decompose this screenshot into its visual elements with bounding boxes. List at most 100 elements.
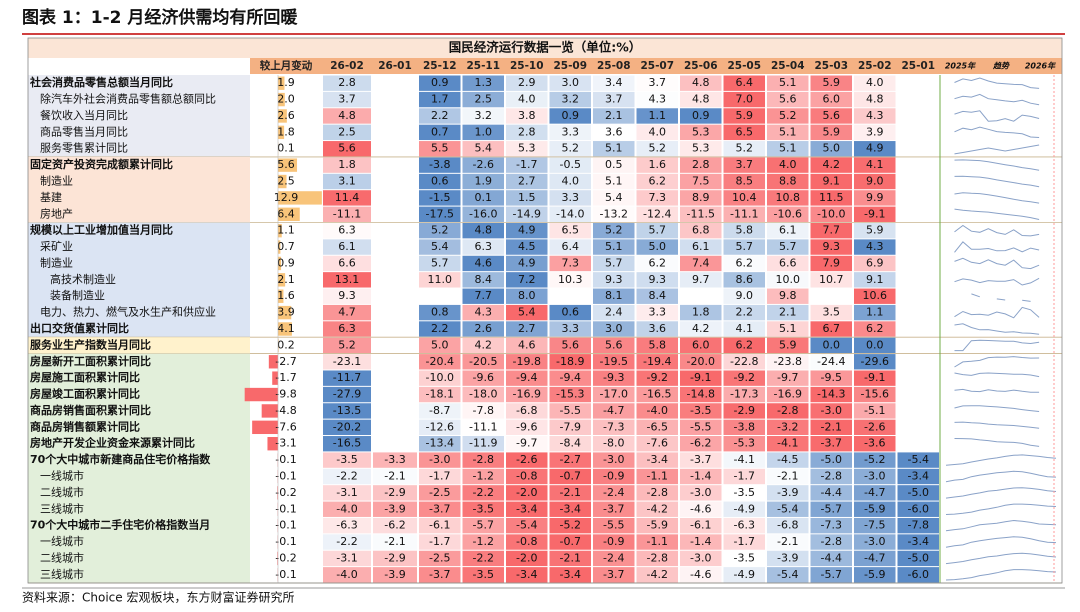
cell-value: -5.7	[473, 519, 494, 532]
row-label: 商品房销售额累计同比	[30, 419, 140, 433]
cell-value: 4.2	[475, 338, 493, 351]
cell-value: 5.6	[779, 93, 797, 106]
cell-value: -3.7	[429, 568, 450, 581]
heat-cell	[680, 485, 722, 501]
cell-value: 5.2	[338, 338, 356, 351]
heat-cell	[767, 272, 809, 288]
cell-value: 2.7	[518, 322, 536, 335]
heat-cell	[723, 255, 765, 272]
cell-value: -4.1	[734, 453, 755, 466]
heat-cell	[373, 517, 417, 534]
heat-cell	[767, 370, 809, 386]
heat-cell	[767, 124, 809, 141]
heat-cell	[462, 370, 504, 386]
sparkline	[955, 160, 1057, 170]
heat-cell	[549, 370, 591, 386]
heat-cell	[723, 436, 765, 452]
cell-value: -5.5	[603, 519, 624, 532]
cell-value: -23.8	[774, 355, 802, 368]
heat-cell	[636, 403, 678, 419]
cell-value: -14.8	[687, 388, 715, 401]
sparkline	[955, 144, 1057, 154]
change-bar	[261, 404, 278, 418]
heat-cell	[680, 141, 722, 157]
cell-value: -16.5	[643, 388, 671, 401]
heat-cell	[767, 239, 809, 255]
heat-cell	[462, 108, 504, 124]
cell-value: 9.3	[338, 289, 356, 302]
cell-value: 5.7	[736, 240, 754, 253]
cell-value: 3.7	[338, 93, 356, 106]
heat-cell	[419, 75, 461, 91]
heat-cell	[462, 190, 504, 206]
heat-cell	[323, 501, 371, 517]
sparkline	[955, 193, 1057, 203]
cell-value: 6.3	[475, 240, 493, 253]
trend-header: 趋势	[992, 62, 1010, 71]
cell-value: -4.5	[777, 453, 798, 466]
cell-value: -3.0	[690, 486, 711, 499]
cell-value: -14.9	[513, 207, 541, 220]
heat-cell	[549, 91, 591, 108]
heat-cell	[767, 206, 809, 222]
cell-value: 8.0	[518, 289, 536, 302]
heat-cell	[549, 255, 591, 272]
cell-value: -14.0	[556, 207, 584, 220]
change-value: -0.1	[275, 502, 296, 515]
cell-value: 7.7	[823, 224, 841, 237]
heat-cell	[810, 173, 852, 190]
heat-cell	[323, 403, 371, 419]
cell-value: -4.7	[603, 404, 624, 417]
cell-value: 3.0	[562, 76, 580, 89]
heat-cell	[549, 436, 591, 452]
cell-value: -3.9	[777, 486, 798, 499]
cell-value: 3.2	[475, 109, 493, 122]
heat-cell	[462, 272, 504, 288]
cell-value: 11.4	[335, 191, 360, 204]
heat-cell	[323, 436, 371, 452]
cell-value: -24.4	[817, 355, 845, 368]
heat-cell	[506, 190, 548, 206]
column-header: 25-10	[510, 60, 544, 72]
cell-value: -3.7	[603, 502, 624, 515]
heat-cell	[810, 419, 852, 436]
cell-value: 10.6	[863, 289, 888, 302]
cell-value: 9.0	[736, 289, 754, 302]
sparkline	[945, 454, 1057, 466]
change-value: -7.6	[275, 420, 296, 433]
cell-value: 5.7	[779, 240, 797, 253]
row-label: 采矿业	[40, 240, 73, 253]
cell-value: -1.4	[690, 469, 711, 482]
cell-value: -9.2	[647, 371, 668, 384]
cell-value: 5.9	[736, 109, 754, 122]
row-label: 70个大中城市二手住宅价格指数当月	[30, 518, 210, 532]
cell-value: 5.6	[562, 338, 580, 351]
change-bar	[278, 289, 284, 303]
heat-cell	[723, 190, 765, 206]
cell-value: 10.7	[819, 273, 844, 286]
cell-value: -6.1	[429, 519, 450, 532]
heat-cell	[723, 124, 765, 141]
change-value: -0.2	[275, 486, 296, 499]
section-label-bg	[28, 156, 250, 223]
sparkline	[955, 389, 1057, 399]
cell-value: -4.7	[864, 551, 885, 564]
heat-cell	[810, 321, 852, 337]
cell-value: -0.9	[603, 535, 624, 548]
heat-cell	[854, 403, 896, 419]
heat-cell	[462, 173, 504, 190]
change-bar	[278, 76, 285, 90]
cell-value: -3.8	[734, 420, 755, 433]
heat-cell	[767, 468, 809, 485]
heat-cell	[373, 567, 417, 583]
heat-cell	[810, 255, 852, 272]
cell-value: 4.2	[823, 158, 841, 171]
heat-cell	[854, 124, 896, 141]
heat-cell	[723, 141, 765, 157]
heat-cell	[767, 567, 809, 583]
column-header: 25-06	[684, 60, 718, 72]
cell-value: 2.2	[431, 322, 449, 335]
cell-value: -5.7	[821, 502, 842, 515]
heat-cell	[506, 75, 548, 91]
sparkline	[955, 78, 1057, 88]
